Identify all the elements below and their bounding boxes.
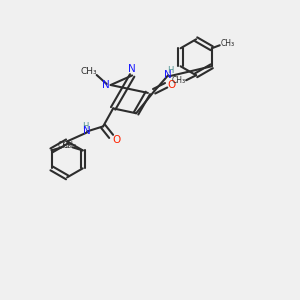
Text: CH₃: CH₃ [80,67,97,76]
Text: CH₃: CH₃ [172,76,186,85]
Text: N: N [102,80,110,90]
Text: N: N [128,64,136,74]
Text: H: H [82,122,88,131]
Text: O: O [167,80,175,90]
Text: N: N [164,70,172,80]
Text: H: H [167,66,173,75]
Text: CH₃: CH₃ [62,141,76,150]
Text: N: N [83,126,91,136]
Text: CH₃: CH₃ [58,141,72,150]
Text: CH₃: CH₃ [221,39,235,48]
Text: O: O [112,135,120,146]
